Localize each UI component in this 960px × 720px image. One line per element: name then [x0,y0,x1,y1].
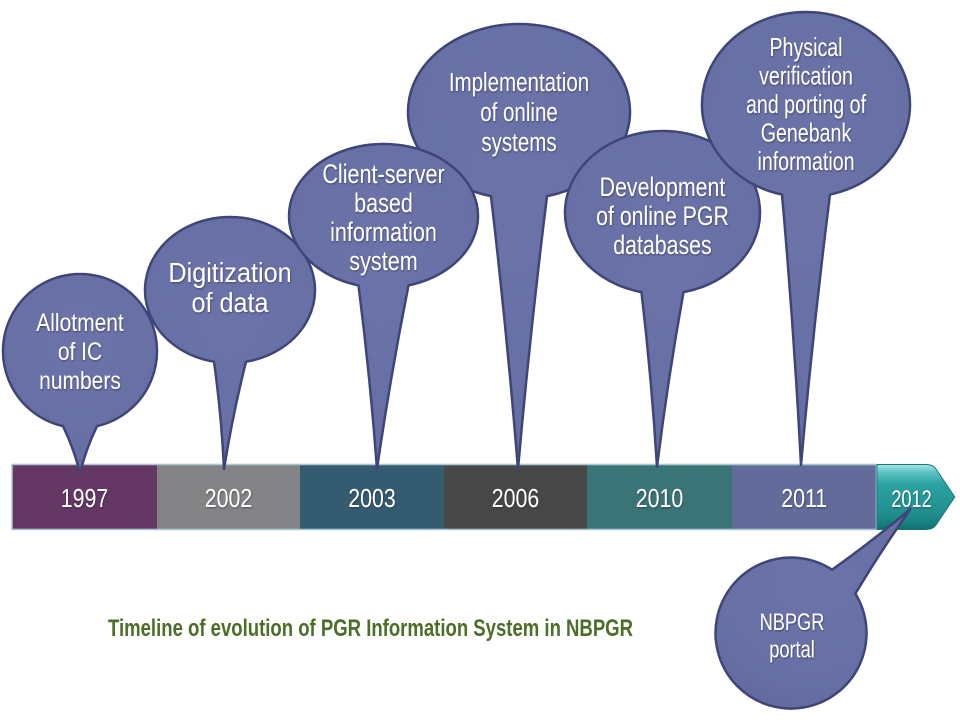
svg-text:portal: portal [769,636,815,663]
svg-text:2002: 2002 [205,484,252,514]
svg-text:of online: of online [480,98,558,127]
svg-text:2006: 2006 [492,484,539,514]
svg-text:systems: systems [481,128,556,157]
svg-text:Implementation: Implementation [449,68,589,97]
svg-text:and porting of: and porting of [746,89,867,118]
svg-text:Allotment: Allotment [36,308,124,336]
svg-text:numbers: numbers [39,366,121,394]
svg-text:Physical: Physical [769,32,842,61]
svg-text:2012: 2012 [891,484,931,512]
svg-text:information: information [757,146,854,175]
svg-text:information: information [330,218,437,248]
svg-text:2010: 2010 [636,484,683,514]
svg-text:of online PGR: of online PGR [596,202,729,232]
svg-text:of data: of data [191,287,268,319]
svg-text:system: system [349,247,417,277]
svg-text:Genebank: Genebank [761,118,852,147]
svg-text:Client-server: Client-server [322,160,444,190]
svg-text:Digitization: Digitization [168,257,291,289]
svg-text:2011: 2011 [781,484,827,514]
svg-text:Development: Development [600,173,726,203]
svg-text:1997: 1997 [61,484,108,514]
svg-text:databases: databases [613,231,711,261]
svg-text:NBPGR: NBPGR [760,609,825,636]
svg-text:Timeline of evolution of PGR I: Timeline of evolution of PGR Information… [108,615,633,642]
svg-text:verification: verification [759,61,853,90]
svg-text:of IC: of IC [58,337,102,365]
svg-text:2003: 2003 [348,484,395,514]
svg-text:based: based [354,189,413,219]
